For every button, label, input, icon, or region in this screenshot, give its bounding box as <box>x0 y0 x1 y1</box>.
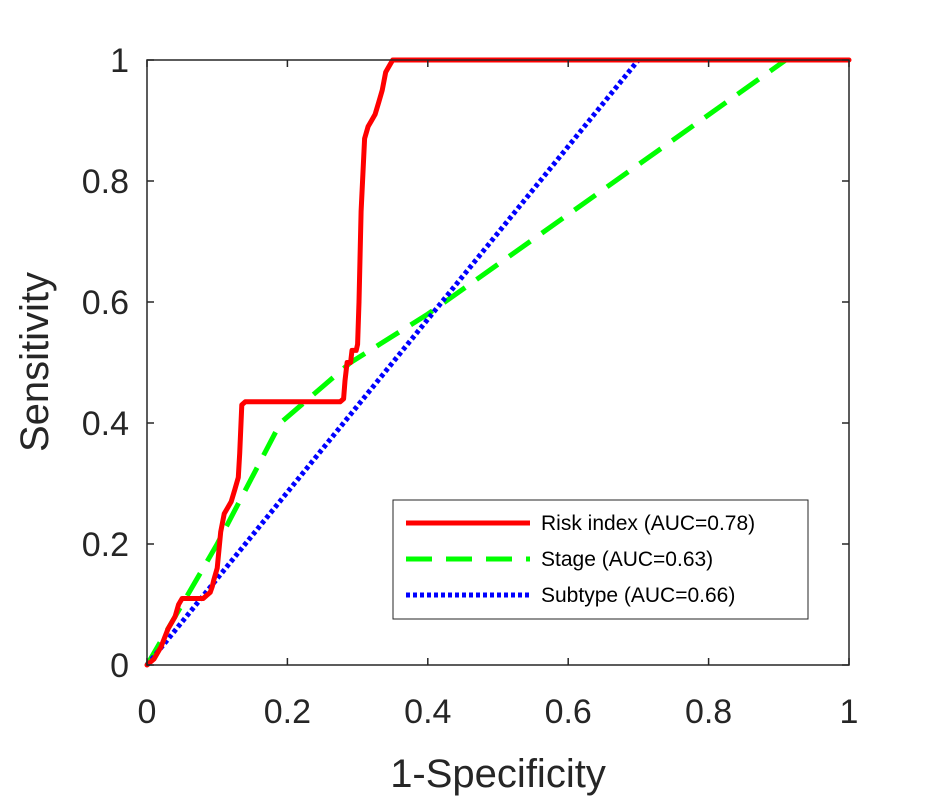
legend-entries: Risk index (AUC=0.78) Stage (AUC=0.63) Sub… <box>406 512 755 607</box>
x-tick-label-0: 0 <box>138 693 157 731</box>
y-tick-label-0: 0 <box>110 647 129 685</box>
y-tick-label-3: 0.6 <box>82 284 129 322</box>
y-tick-label-5: 1 <box>110 42 129 80</box>
legend: Risk index (AUC=0.78) Stage (AUC=0.63) Sub… <box>392 499 809 620</box>
x-tick-label-3: 0.6 <box>545 693 592 731</box>
legend-label-0: Risk index (AUC=0.78) <box>541 512 755 535</box>
x-tick-label-4: 0.8 <box>685 693 732 731</box>
y-tick-label-4: 0.8 <box>82 163 129 201</box>
y-tick-label-2: 0.4 <box>82 405 129 443</box>
plot-frame <box>146 59 850 666</box>
x-tick-label-5: 1 <box>840 693 859 731</box>
ticks-layer <box>146 59 850 666</box>
x-tick-label-1: 0.2 <box>264 693 311 731</box>
x-axis-title: 1-Specificity <box>390 752 606 796</box>
series-line-0 <box>144 57 852 668</box>
legend-label-2: Subtype (AUC=0.66) <box>541 584 735 607</box>
y-axis-title: Sensitivity <box>13 272 57 452</box>
x-tick-label-2: 0.4 <box>404 693 451 731</box>
y-tick-label-1: 0.2 <box>82 526 129 564</box>
x-tick-labels: 0 0.2 0.4 0.6 0.8 1 <box>138 693 859 731</box>
legend-label-1: Stage (AUC=0.63) <box>541 548 713 571</box>
y-tick-labels: 0 0.2 0.4 0.6 0.8 1 <box>82 42 129 685</box>
